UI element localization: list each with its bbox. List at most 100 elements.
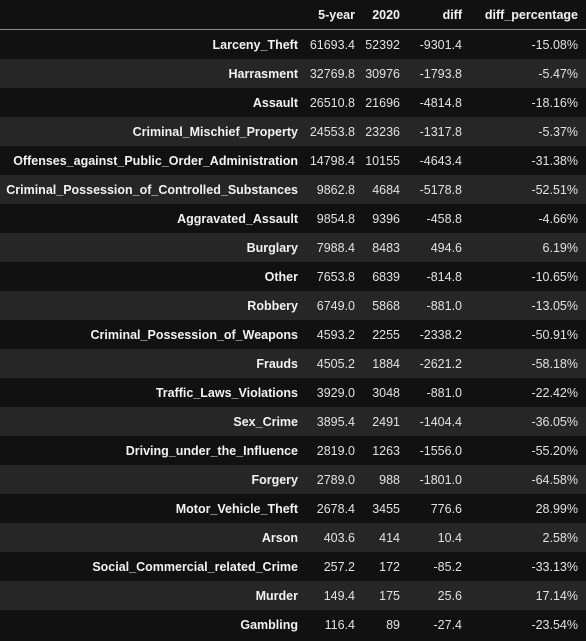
- cell-2020: 1263: [372, 443, 400, 458]
- row-label: Assault: [252, 95, 298, 110]
- table-row: Driving_under_the_Influence 2819.0 1263 -15…: [0, 436, 586, 465]
- cell-5-year: 4593.2: [316, 327, 355, 342]
- cell-5-year: 9854.8: [316, 211, 355, 226]
- cell-2020: 23236: [365, 124, 400, 139]
- cell-2020: 5868: [372, 298, 400, 313]
- table-body: Larceny_Theft 61693.4 52392 -9301.4 -15.08% H…: [0, 29, 586, 639]
- cell-diff: 25.6: [437, 588, 462, 603]
- row-label: Criminal_Possession_of_Weapons: [90, 327, 298, 342]
- cell-2020: 30976: [365, 66, 400, 81]
- cell-5-year: 7653.8: [316, 269, 355, 284]
- table-row: Larceny_Theft 61693.4 52392 -9301.4 -15.08%: [0, 29, 586, 59]
- cell-diff-percentage: -4.66%: [538, 211, 578, 226]
- row-label: Robbery: [247, 298, 298, 313]
- row-label: Criminal_Possession_of_Controlled_Substa…: [6, 182, 298, 197]
- cell-diff-percentage: -52.51%: [531, 182, 578, 197]
- cell-5-year: 2678.4: [316, 501, 355, 516]
- cell-diff: -27.4: [433, 617, 463, 632]
- cell-2020: 1884: [372, 356, 400, 371]
- cell-diff: 494.6: [430, 240, 462, 255]
- cell-diff-percentage: -55.20%: [531, 443, 578, 458]
- cell-diff-percentage: -13.05%: [531, 298, 578, 313]
- cell-diff-percentage: -58.18%: [531, 356, 578, 371]
- row-label: Other: [264, 269, 298, 284]
- cell-2020: 8483: [372, 240, 400, 255]
- column-header-index: [0, 1, 306, 30]
- cell-diff: -1556.0: [419, 443, 462, 458]
- cell-diff-percentage: -31.38%: [531, 153, 578, 168]
- row-label: Sex_Crime: [233, 414, 298, 429]
- cell-2020: 89: [386, 617, 400, 632]
- table-row: Criminal_Possession_of_Controlled_Substa…: [0, 175, 586, 204]
- cell-diff: -9301.4: [419, 37, 462, 52]
- table-row: Other 7653.8 6839 -814.8 -10.65%: [0, 262, 586, 291]
- table-row: Gambling 116.4 89 -27.4 -23.54%: [0, 610, 586, 639]
- cell-5-year: 6749.0: [316, 298, 355, 313]
- column-header-diff: diff: [408, 1, 470, 30]
- cell-diff-percentage: 6.19%: [542, 240, 578, 255]
- table-row: Robbery 6749.0 5868 -881.0 -13.05%: [0, 291, 586, 320]
- table-header: 5-year 2020 diff diff_percentage: [0, 1, 586, 30]
- column-header-2020: 2020: [363, 1, 408, 30]
- cell-5-year: 14798.4: [309, 153, 355, 168]
- table-row: Criminal_Possession_of_Weapons 4593.2 2255…: [0, 320, 586, 349]
- cell-5-year: 7988.4: [316, 240, 355, 255]
- cell-2020: 6839: [372, 269, 400, 284]
- cell-5-year: 24553.8: [309, 124, 355, 139]
- cell-5-year: 61693.4: [309, 37, 355, 52]
- cell-diff: -2621.2: [419, 356, 462, 371]
- cell-2020: 10155: [365, 153, 400, 168]
- cell-diff: -85.2: [433, 559, 463, 574]
- cell-diff-percentage: 28.99%: [535, 501, 578, 516]
- table-row: Forgery 2789.0 988 -1801.0 -64.58%: [0, 465, 586, 494]
- cell-2020: 4684: [372, 182, 400, 197]
- cell-diff: -1801.0: [419, 472, 462, 487]
- cell-diff: -4643.4: [419, 153, 462, 168]
- table-row: Social_Commercial_related_Crime 257.2 172 -…: [0, 552, 586, 581]
- cell-diff-percentage: -50.91%: [531, 327, 578, 342]
- row-label: Gambling: [240, 617, 298, 632]
- row-label: Burglary: [246, 240, 298, 255]
- cell-diff-percentage: -18.16%: [531, 95, 578, 110]
- cell-diff-percentage: -36.05%: [531, 414, 578, 429]
- row-label: Harrasment: [228, 66, 298, 81]
- cell-2020: 3048: [372, 385, 400, 400]
- cell-2020: 172: [379, 559, 400, 574]
- table-row: Motor_Vehicle_Theft 2678.4 3455 776.6 28.99%: [0, 494, 586, 523]
- row-label: Social_Commercial_related_Crime: [92, 559, 298, 574]
- table-row: Sex_Crime 3895.4 2491 -1404.4 -36.05%: [0, 407, 586, 436]
- row-label: Murder: [255, 588, 298, 603]
- cell-diff-percentage: -10.65%: [531, 269, 578, 284]
- row-label: Arson: [261, 530, 298, 545]
- cell-diff: -4814.8: [419, 95, 462, 110]
- cell-5-year: 257.2: [323, 559, 355, 574]
- cell-5-year: 9862.8: [316, 182, 355, 197]
- cell-5-year: 3929.0: [316, 385, 355, 400]
- row-label: Aggravated_Assault: [177, 211, 298, 226]
- table-row: Burglary 7988.4 8483 494.6 6.19%: [0, 233, 586, 262]
- row-label: Traffic_Laws_Violations: [155, 385, 298, 400]
- cell-2020: 9396: [372, 211, 400, 226]
- column-header-diff-percentage: diff_percentage: [470, 1, 586, 30]
- cell-2020: 988: [379, 472, 400, 487]
- table-row: Traffic_Laws_Violations 3929.0 3048 -881.0 -…: [0, 378, 586, 407]
- cell-diff-percentage: -64.58%: [531, 472, 578, 487]
- cell-5-year: 149.4: [323, 588, 355, 603]
- table-row: Offenses_against_Public_Order_Administra…: [0, 146, 586, 175]
- cell-5-year: 4505.2: [316, 356, 355, 371]
- row-label: Forgery: [251, 472, 298, 487]
- cell-diff: -1404.4: [419, 414, 462, 429]
- cell-5-year: 32769.8: [309, 66, 355, 81]
- cell-diff-percentage: -5.37%: [538, 124, 578, 139]
- row-label: Larceny_Theft: [212, 37, 298, 52]
- cell-2020: 52392: [365, 37, 400, 52]
- row-label: Criminal_Mischief_Property: [132, 124, 298, 139]
- table-row: Assault 26510.8 21696 -4814.8 -18.16%: [0, 88, 586, 117]
- table-row: Criminal_Mischief_Property 24553.8 23236 -1…: [0, 117, 586, 146]
- cell-2020: 3455: [372, 501, 400, 516]
- cell-diff: -1317.8: [419, 124, 462, 139]
- table-row: Frauds 4505.2 1884 -2621.2 -58.18%: [0, 349, 586, 378]
- cell-5-year: 26510.8: [309, 95, 355, 110]
